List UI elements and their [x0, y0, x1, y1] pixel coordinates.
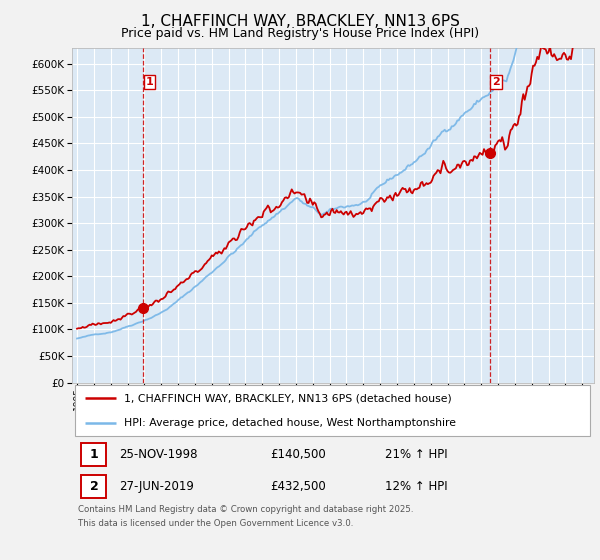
Text: 21% ↑ HPI: 21% ↑ HPI	[385, 449, 448, 461]
Text: £140,500: £140,500	[271, 449, 326, 461]
Text: Contains HM Land Registry data © Crown copyright and database right 2025.: Contains HM Land Registry data © Crown c…	[78, 505, 414, 514]
Bar	[82, 443, 106, 466]
Bar	[82, 475, 106, 498]
Text: 1, CHAFFINCH WAY, BRACKLEY, NN13 6PS: 1, CHAFFINCH WAY, BRACKLEY, NN13 6PS	[140, 14, 460, 29]
Text: 2: 2	[492, 77, 500, 87]
Text: 2: 2	[89, 480, 98, 493]
Text: 1: 1	[145, 77, 153, 87]
Text: 27-JUN-2019: 27-JUN-2019	[119, 480, 194, 493]
Text: 12% ↑ HPI: 12% ↑ HPI	[385, 480, 448, 493]
Text: 1, CHAFFINCH WAY, BRACKLEY, NN13 6PS (detached house): 1, CHAFFINCH WAY, BRACKLEY, NN13 6PS (de…	[124, 393, 452, 403]
Text: HPI: Average price, detached house, West Northamptonshire: HPI: Average price, detached house, West…	[124, 418, 456, 428]
Text: 1: 1	[89, 449, 98, 461]
Text: Price paid vs. HM Land Registry's House Price Index (HPI): Price paid vs. HM Land Registry's House …	[121, 27, 479, 40]
Text: £432,500: £432,500	[271, 480, 326, 493]
FancyBboxPatch shape	[74, 385, 590, 436]
Text: This data is licensed under the Open Government Licence v3.0.: This data is licensed under the Open Gov…	[78, 519, 353, 528]
Text: 25-NOV-1998: 25-NOV-1998	[119, 449, 197, 461]
